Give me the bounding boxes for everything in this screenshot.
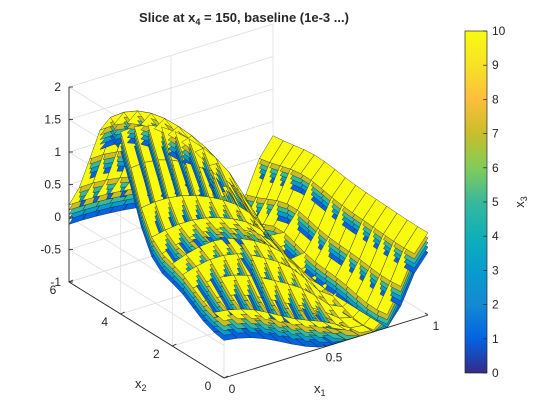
x-tick-label: 0.5 [326,351,343,365]
colorbar-tick-label: 5 [492,195,499,209]
colorbar-tick-label: 9 [492,58,499,72]
colorbar-tick-label: 7 [492,127,499,141]
x-tick-label: 1 [433,319,440,333]
y-tick-mark [223,375,229,379]
surface [68,110,429,348]
x-tick-mark [322,344,327,347]
y-tick-label: 6 [50,283,57,297]
tick-labels: 0 0.5 1 0 2 4 6-1 -0.5 0 0.5 1 1.5 2 [40,80,439,396]
chart-title: Slice at x4 = 150, baseline (1e-3 ...) [139,10,349,27]
z-tick-label: -1 [50,275,61,289]
chart-title-suffix: = 150, baseline (1e-3 ...) [200,10,349,25]
colorbar-tick-label: 0 [492,366,499,380]
x-axis-label: x1 [314,381,326,398]
colorbar-label: x3 [512,196,529,208]
colorbar-tick-label: 8 [492,92,499,106]
y-tick-label: 4 [101,315,108,329]
y-axis-label-main: x [135,376,142,391]
y-tick-label: 0 [205,379,212,393]
z-tick-label: -0.5 [40,243,61,257]
z-tick-label: 1 [54,145,61,159]
y-axis-line [68,281,225,379]
x-tick-label: 0 [229,382,236,396]
x-tick-mark [220,375,225,379]
grid-line-z-left [68,249,225,346]
y-tick-mark [172,343,177,347]
colorbar-tick-label: 3 [492,263,499,277]
chart-title-subscript: 4 [195,17,200,27]
colorbar-ticks: 0 1 2 3 4 5 6 7 8 9 10 [483,24,506,380]
colorbar-tick-label: 2 [492,298,499,312]
colorbar-tick-label: 1 [492,332,499,346]
chart-title-prefix: Slice at x [139,10,196,25]
z-tick-label: 0.5 [44,178,61,192]
y-axis-label-subscript: 2 [142,383,147,393]
x-axis-label-main: x [314,381,321,396]
colorbar-tick-label: 6 [492,161,499,175]
x-tick-mark [424,312,429,316]
z-tick-label: 0 [54,210,61,224]
colorbar-tick-label: 4 [492,229,499,243]
y-tick-label: 2 [153,347,160,361]
y-tick-mark [120,311,125,315]
y-axis-label: x2 [135,376,147,393]
colorbar-label-main: x [512,201,527,208]
z-tick-label: 1.5 [44,113,61,127]
colorbar-label-subscript: 3 [519,196,529,201]
z-tick-label: 2 [54,80,61,94]
x-axis-label-subscript: 1 [321,388,326,398]
colorbar-tick-label: 10 [492,24,506,38]
surface-patch [403,226,429,255]
